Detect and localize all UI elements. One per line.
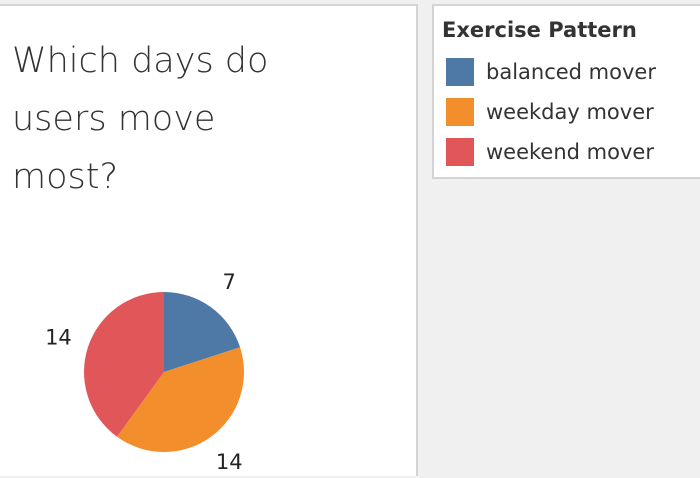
legend-title: Exercise Pattern [442,18,637,42]
legend: Exercise Pattern balanced mover weekday … [432,4,700,179]
legend-label: weekend mover [486,140,654,164]
pie-slice-weekday-mover[interactable] [116,347,244,453]
pie-chart: 7 14 14 [45,270,244,474]
chart-title: Which days do users move most? [12,41,269,197]
legend-item-weekday-mover[interactable]: weekday mover [446,98,654,126]
legend-item-weekend-mover[interactable]: weekend mover [446,138,654,166]
legend-label: weekday mover [486,100,654,124]
legend-label: balanced mover [486,60,656,84]
legend-swatch [446,138,474,166]
pie-slice-balanced-mover[interactable] [164,292,241,372]
legend-item-balanced-mover[interactable]: balanced mover [446,58,656,86]
slice-value-label: 7 [223,270,236,294]
legend-swatch [446,98,474,126]
legend-swatch [446,58,474,86]
slice-value-label: 14 [45,326,72,350]
pie-slice-weekend-mover[interactable] [83,292,164,437]
chart-panel: Which days do users move most? 7 14 14 [0,4,418,476]
slice-value-label: 14 [216,450,243,474]
